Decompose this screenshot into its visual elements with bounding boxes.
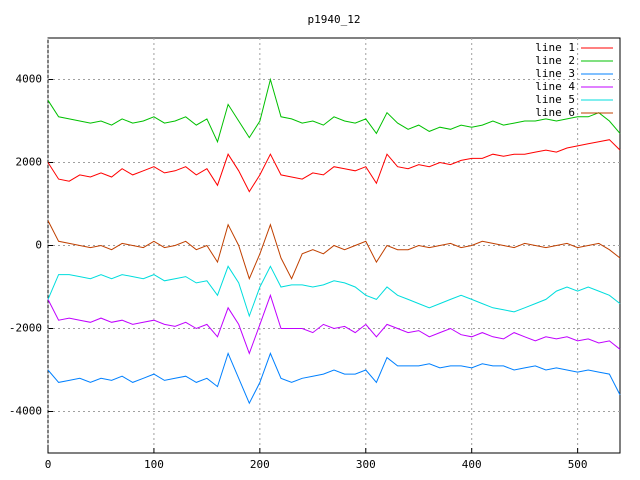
y-tick-label: 2000 [16, 156, 43, 169]
x-tick-label: 400 [462, 458, 482, 471]
x-tick-label: 500 [568, 458, 588, 471]
legend-label: line 4 [535, 80, 575, 93]
data-line [47, 265, 621, 318]
data-line [47, 293, 621, 355]
data-line [47, 77, 621, 144]
legend-label: line 2 [535, 54, 575, 67]
legend-label: line 6 [535, 106, 575, 119]
x-tick-label: 100 [144, 458, 164, 471]
data-line [47, 351, 621, 405]
x-tick-label: 300 [356, 458, 376, 471]
y-tick-label: -2000 [9, 322, 42, 335]
legend-label: line 1 [535, 41, 575, 54]
x-tick-label: 200 [250, 458, 270, 471]
data-line [47, 139, 621, 193]
chart-title: p1940_12 [308, 13, 361, 26]
legend-label: line 5 [535, 93, 575, 106]
data-line [47, 220, 621, 281]
y-tick-label: 4000 [16, 73, 43, 86]
y-tick-label: 0 [35, 239, 42, 252]
y-tick-label: -4000 [9, 405, 42, 418]
legend-label: line 3 [535, 67, 575, 80]
x-tick-label: 0 [45, 458, 52, 471]
